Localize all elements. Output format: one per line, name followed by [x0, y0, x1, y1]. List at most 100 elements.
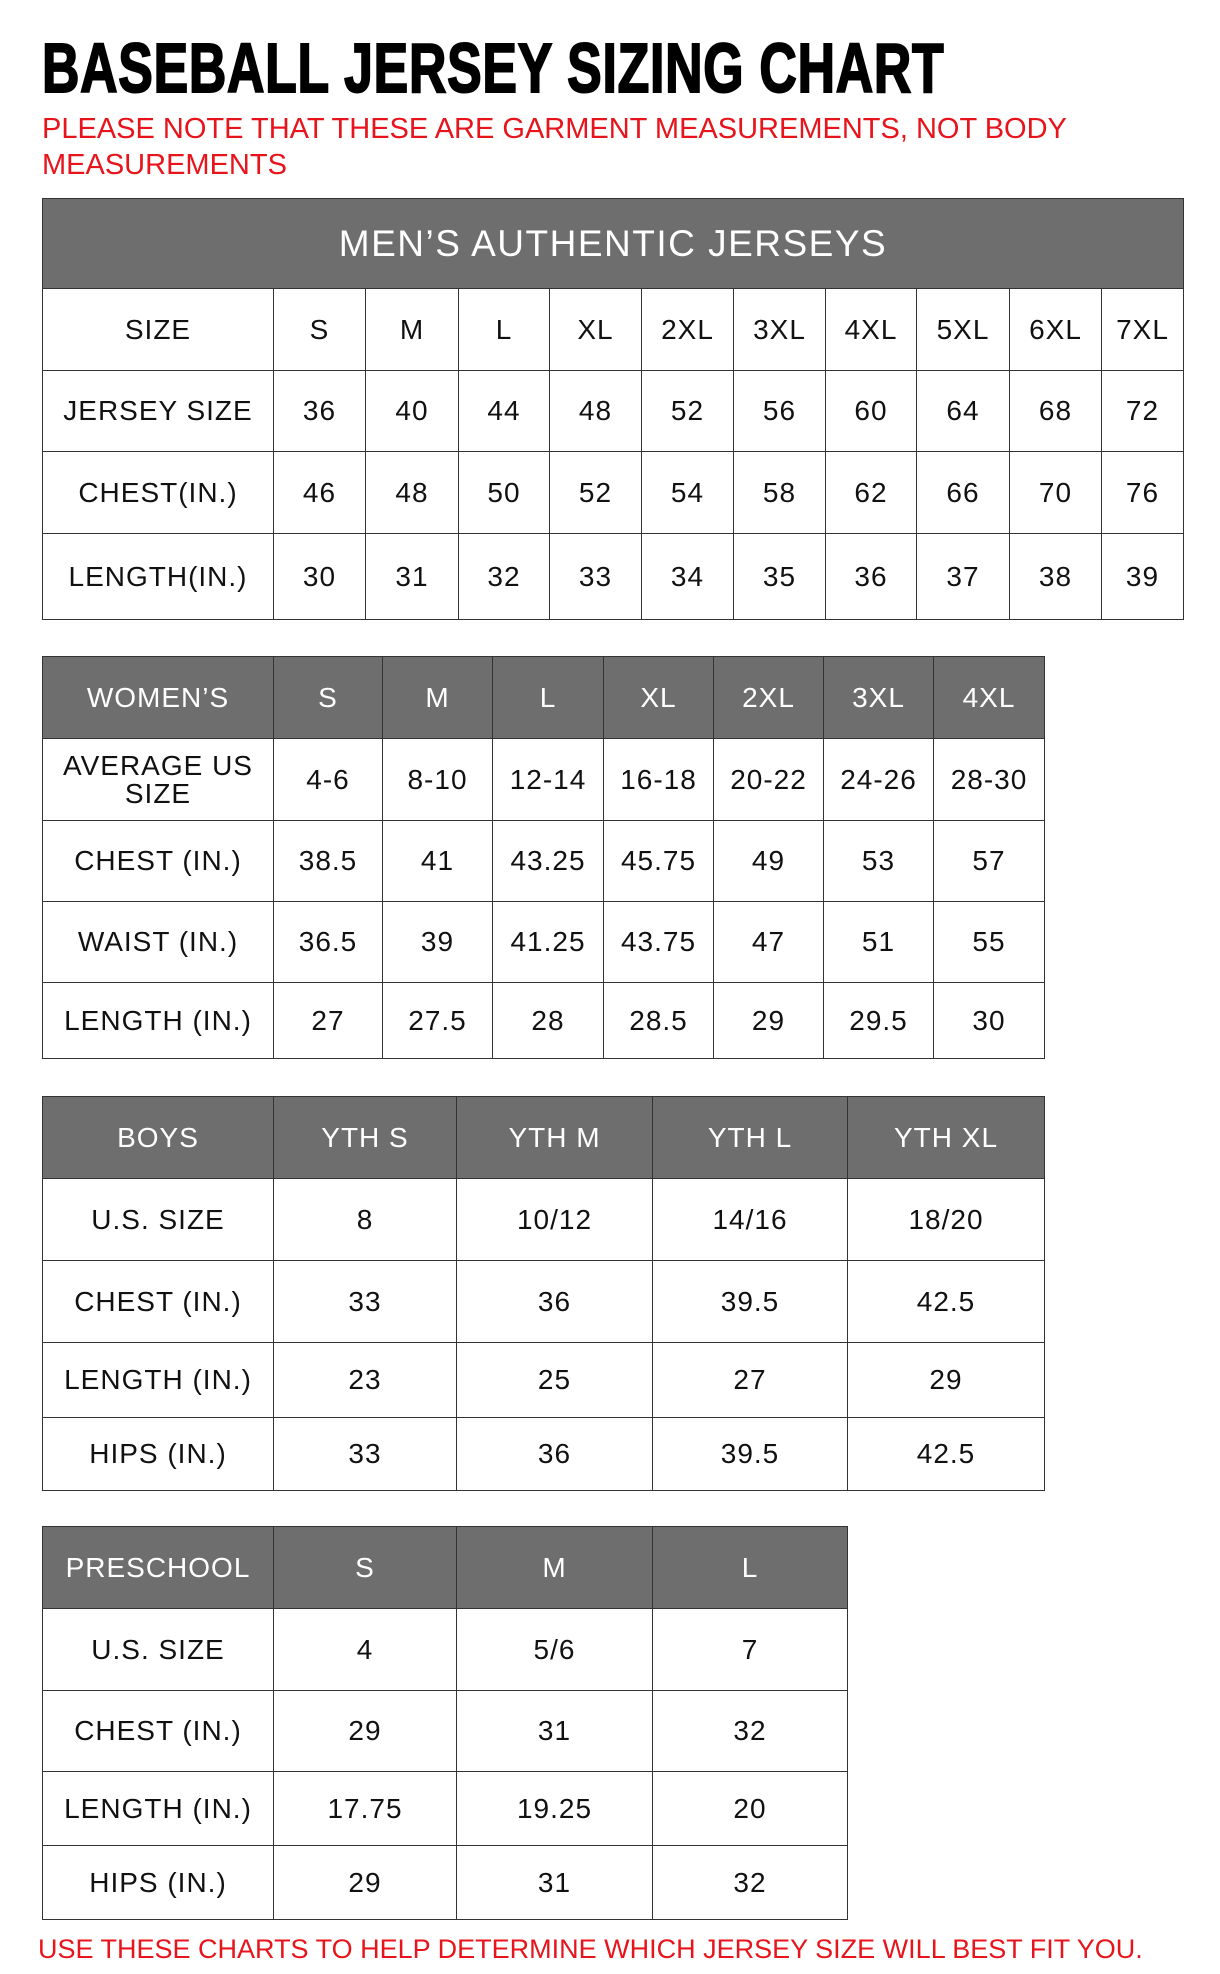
value-cell: 8: [273, 1178, 457, 1261]
row-label-cell: LENGTH (IN.): [42, 1771, 274, 1846]
value-cell: 39.5: [652, 1260, 848, 1343]
header-row: BOYS YTH S YTH M YTH L YTH XL: [42, 1096, 1045, 1179]
row-label-cell: U.S. SIZE: [42, 1178, 274, 1261]
value-cell: 41.25: [492, 901, 604, 983]
table-row: CHEST (IN.) 29 31 32: [42, 1690, 848, 1772]
value-cell: 27: [652, 1342, 848, 1418]
table-row: AVERAGE US SIZE 4-6 8-10 12-14 16-18 20-22 24-…: [42, 738, 1045, 821]
value-cell: 10/12: [456, 1178, 653, 1261]
value-cell: 52: [641, 370, 734, 452]
row-label-cell: LENGTH(IN.): [42, 533, 274, 620]
value-cell: 38.5: [273, 820, 383, 902]
value-cell: 55: [933, 901, 1045, 983]
value-cell: 20-22: [713, 738, 824, 821]
value-cell: 43.75: [603, 901, 714, 983]
header-row: PRESCHOOL S M L: [42, 1526, 848, 1609]
row-label-cell: WAIST (IN.): [42, 901, 274, 983]
size-header-cell: 3XL: [823, 656, 934, 739]
row-label-cell: CHEST (IN.): [42, 1260, 274, 1343]
value-cell: 29.5: [823, 982, 934, 1059]
table-row: U.S. SIZE 4 5/6 7: [42, 1608, 848, 1691]
table-row: LENGTH(IN.) 30 31 32 33 34 35 36 37 38 39: [42, 533, 1184, 620]
header-label-cell: WOMEN’S: [42, 656, 274, 739]
size-header-cell: M: [382, 656, 493, 739]
value-cell: 64: [916, 370, 1010, 452]
womens-size-table: WOMEN’S S M L XL 2XL 3XL 4XL AVERAGE US SIZE 4-6 8…: [42, 656, 1045, 1059]
value-cell: 42.5: [847, 1260, 1045, 1343]
header-label-cell: SIZE: [42, 288, 274, 371]
size-header-cell: 3XL: [733, 288, 826, 371]
value-cell: 28: [492, 982, 604, 1059]
value-cell: 35: [733, 533, 826, 620]
value-cell: 37: [916, 533, 1010, 620]
value-cell: 54: [641, 451, 734, 534]
value-cell: 31: [365, 533, 459, 620]
value-cell: 36: [825, 533, 917, 620]
value-cell: 19.25: [456, 1771, 653, 1846]
value-cell: 30: [933, 982, 1045, 1059]
value-cell: 51: [823, 901, 934, 983]
value-cell: 24-26: [823, 738, 934, 821]
value-cell: 33: [549, 533, 642, 620]
header-label-cell: BOYS: [42, 1096, 274, 1179]
value-cell: 7: [652, 1608, 848, 1691]
value-cell: 4: [273, 1608, 457, 1691]
value-cell: 32: [458, 533, 550, 620]
table-row: HIPS (IN.) 29 31 32: [42, 1845, 848, 1920]
value-cell: 40: [365, 370, 459, 452]
row-label-cell: HIPS (IN.): [42, 1417, 274, 1491]
size-header-cell: S: [273, 1526, 457, 1609]
size-header-cell: 5XL: [916, 288, 1010, 371]
row-label-cell: CHEST (IN.): [42, 820, 274, 902]
value-cell: 45.75: [603, 820, 714, 902]
value-cell: 53: [823, 820, 934, 902]
row-label-cell: CHEST(IN.): [42, 451, 274, 534]
value-cell: 32: [652, 1845, 848, 1920]
value-cell: 39: [382, 901, 493, 983]
value-cell: 52: [549, 451, 642, 534]
size-header-cell: S: [273, 288, 366, 371]
preschool-size-table: PRESCHOOL S M L U.S. SIZE 4 5/6 7 CHEST (IN.) 29 3…: [42, 1526, 848, 1920]
value-cell: 33: [273, 1417, 457, 1491]
value-cell: 49: [713, 820, 824, 902]
size-header-cell: S: [273, 656, 383, 739]
value-cell: 33: [273, 1260, 457, 1343]
value-cell: 31: [456, 1690, 653, 1772]
value-cell: 46: [273, 451, 366, 534]
value-cell: 68: [1009, 370, 1102, 452]
table-row: CHEST (IN.) 38.5 41 43.25 45.75 49 53 57: [42, 820, 1045, 902]
value-cell: 17.75: [273, 1771, 457, 1846]
page-title: BASEBALL JERSEY SIZING CHART: [41, 28, 945, 108]
value-cell: 16-18: [603, 738, 714, 821]
value-cell: 57: [933, 820, 1045, 902]
value-cell: 76: [1101, 451, 1184, 534]
size-header-cell: YTH L: [652, 1096, 848, 1179]
value-cell: 29: [273, 1690, 457, 1772]
value-cell: 60: [825, 370, 917, 452]
size-header-cell: XL: [549, 288, 642, 371]
value-cell: 36: [456, 1260, 653, 1343]
value-cell: 44: [458, 370, 550, 452]
value-cell: 38: [1009, 533, 1102, 620]
value-cell: 41: [382, 820, 493, 902]
value-cell: 8-10: [382, 738, 493, 821]
table-row: JERSEY SIZE 36 40 44 48 52 56 60 64 68 72: [42, 370, 1184, 452]
value-cell: 20: [652, 1771, 848, 1846]
size-header-cell: M: [456, 1526, 653, 1609]
size-header-cell: 2XL: [641, 288, 734, 371]
table-row: LENGTH (IN.) 23 25 27 29: [42, 1342, 1045, 1418]
value-cell: 32: [652, 1690, 848, 1772]
boys-size-table: BOYS YTH S YTH M YTH L YTH XL U.S. SIZE 8 10/12…: [42, 1096, 1045, 1491]
value-cell: 72: [1101, 370, 1184, 452]
size-header-cell: 2XL: [713, 656, 824, 739]
value-cell: 48: [365, 451, 459, 534]
value-cell: 47: [713, 901, 824, 983]
value-cell: 39: [1101, 533, 1184, 620]
row-label-cell: JERSEY SIZE: [42, 370, 274, 452]
value-cell: 48: [549, 370, 642, 452]
footer-note: USE THESE CHARTS TO HELP DETERMINE WHICH…: [38, 1934, 1143, 1964]
value-cell: 4-6: [273, 738, 383, 821]
size-header-cell: L: [458, 288, 550, 371]
value-cell: 29: [713, 982, 824, 1059]
value-cell: 36: [273, 370, 366, 452]
